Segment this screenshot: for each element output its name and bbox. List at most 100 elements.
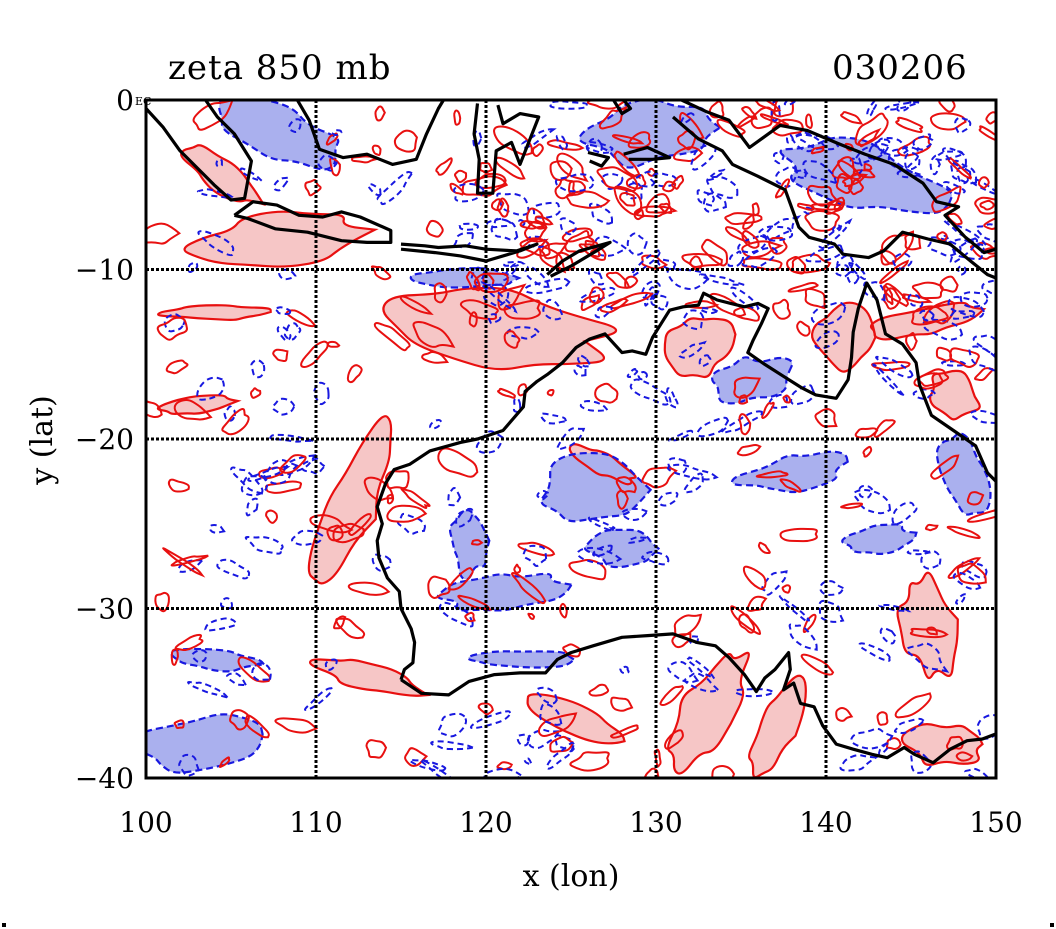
positive-contour — [615, 476, 637, 494]
positive-contour — [909, 627, 949, 639]
negative-contour — [805, 244, 844, 263]
x-tick-label: 150 — [969, 806, 1022, 839]
negative-contour — [761, 570, 788, 596]
shade-region — [901, 724, 983, 765]
negative-contour — [711, 356, 794, 405]
positive-contour — [842, 173, 869, 188]
negative-contour — [482, 767, 523, 778]
positive-contour — [730, 605, 762, 635]
positive-contour — [598, 104, 630, 130]
positive-contour — [421, 351, 450, 364]
positive-contour — [154, 591, 170, 613]
positive-contour — [497, 283, 527, 311]
y-tick-label: −10 — [75, 254, 134, 287]
positive-contour — [274, 717, 319, 734]
negative-contour — [941, 360, 968, 367]
positive-contour — [689, 255, 703, 271]
negative-contour — [795, 169, 807, 179]
negative-contour — [858, 484, 874, 499]
negative-contour — [942, 181, 966, 195]
negative-contour — [559, 217, 577, 236]
shade-region — [383, 287, 617, 370]
negative-contour — [912, 388, 937, 400]
positive-contour — [938, 100, 956, 113]
negative-contour — [956, 166, 972, 185]
positive-contour — [771, 118, 804, 137]
negative-contour — [955, 593, 968, 605]
positive-contour — [307, 415, 393, 585]
positive-contour — [146, 222, 182, 245]
negative-contour — [169, 647, 267, 673]
positive-contour — [170, 648, 179, 666]
negative-contour — [539, 703, 563, 726]
positive-contour — [494, 156, 526, 180]
negative-contour — [949, 237, 979, 264]
negative-contour — [910, 750, 933, 774]
positive-contour — [805, 113, 813, 129]
negative-contour — [657, 491, 679, 507]
positive-contour — [393, 129, 418, 153]
negative-contour — [331, 129, 343, 136]
negative-contour — [578, 100, 723, 169]
positive-contour — [348, 513, 372, 537]
positive-contour — [633, 208, 645, 221]
negative-contour — [853, 488, 892, 515]
x-tick-label: 100 — [119, 806, 172, 839]
negative-contour — [196, 376, 225, 401]
negative-contour — [964, 767, 989, 778]
positive-contour — [326, 340, 341, 348]
negative-contour — [904, 151, 921, 171]
negative-contour — [878, 604, 912, 613]
positive-contour — [741, 240, 784, 259]
positive-contour — [549, 160, 573, 182]
negative-contour — [927, 236, 962, 257]
negative-contour — [251, 662, 272, 682]
negative-contour — [727, 250, 745, 268]
positive-contour — [979, 199, 995, 211]
positive-contour — [173, 399, 213, 421]
positive-contour — [465, 271, 481, 292]
positive-contour — [733, 376, 762, 399]
positive-contour — [517, 541, 556, 557]
negative-contour — [667, 660, 700, 684]
negative-contour — [892, 252, 913, 270]
negative-contour — [831, 224, 842, 233]
shade-region — [146, 714, 263, 773]
positive-contour — [373, 322, 411, 352]
positive-contour — [457, 594, 493, 611]
negative-contour — [836, 254, 855, 272]
positive-contour — [897, 135, 932, 157]
axis-ticks: 100 110 120 130 140 150 0 −10 −20 −30 −40 — [75, 84, 1023, 839]
negative-contour — [626, 232, 648, 256]
negative-contour — [487, 313, 502, 325]
coastline-nguinea_north — [680, 100, 996, 255]
negative-contour — [683, 472, 704, 494]
negative-contour — [271, 397, 296, 416]
y-axis-label: y (lat) — [25, 395, 60, 485]
y-tick-label: 0 — [116, 84, 134, 117]
positive-contour — [854, 427, 879, 439]
positive-contour — [724, 212, 763, 226]
negative-contour — [884, 101, 920, 111]
positive-contour — [879, 259, 910, 285]
negative-contour — [524, 265, 550, 288]
positive-contour — [613, 150, 641, 180]
negative-contour — [981, 279, 996, 295]
negative-contour — [919, 309, 935, 321]
positive-contour — [399, 295, 434, 315]
positive-contour — [939, 275, 959, 293]
negative-contour — [187, 680, 231, 700]
positive-contour — [569, 751, 610, 772]
negative-contour — [730, 286, 760, 311]
positive-contour — [435, 157, 453, 176]
positive-contour — [748, 674, 807, 778]
positive-contour — [761, 401, 775, 419]
shade-region — [579, 100, 721, 168]
negative-contour — [686, 656, 716, 680]
positive-contour — [300, 340, 329, 368]
negative-contour — [287, 118, 303, 134]
positive-contour — [847, 178, 864, 196]
positive-contour — [800, 653, 835, 676]
positive-contour — [513, 563, 522, 574]
positive-contour — [741, 230, 760, 249]
